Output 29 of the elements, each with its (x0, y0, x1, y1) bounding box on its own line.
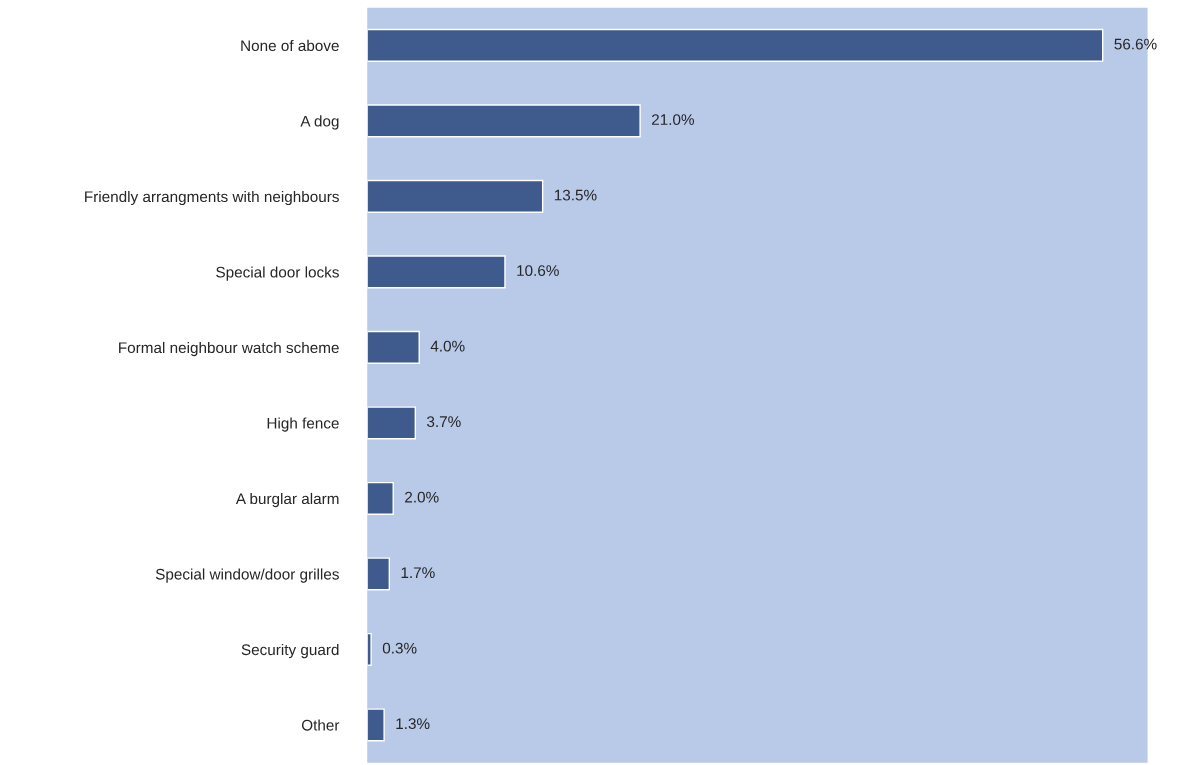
y-tick-label: Security guard (241, 643, 339, 659)
bar (367, 330, 420, 364)
data-label: 3.7% (427, 416, 461, 428)
bar (367, 255, 506, 289)
data-label: 56.6% (1114, 38, 1157, 50)
bar (367, 104, 641, 138)
data-label: 2.0% (405, 491, 439, 503)
data-label: 10.6% (517, 265, 559, 277)
y-tick-label: A burglar alarm (235, 492, 339, 508)
bar (367, 708, 385, 742)
data-label: 4.0% (430, 340, 465, 352)
data-label: 21.0% (651, 114, 694, 126)
y-tick-label: Other (301, 719, 340, 731)
y-tick-label: Special window/door grilles (155, 568, 339, 583)
y-tick-label: Special door locks (216, 266, 339, 281)
bar (367, 179, 544, 213)
bar (367, 28, 1104, 62)
y-tick-label: A dog (300, 115, 339, 130)
bar (367, 406, 416, 440)
data-label: 0.3% (382, 642, 417, 654)
y-tick-label: None of above (241, 39, 339, 52)
data-label: 1.3% (396, 718, 430, 730)
data-label: 1.7% (401, 567, 435, 578)
bar (367, 557, 391, 591)
y-tick-label: Formal neighbour watch scheme (119, 341, 339, 357)
bar (367, 481, 394, 515)
y-tick-label: High fence (267, 417, 339, 432)
y-tick-label: Friendly arrangments with neighbours (85, 190, 339, 206)
data-label: 13.5% (554, 189, 597, 201)
